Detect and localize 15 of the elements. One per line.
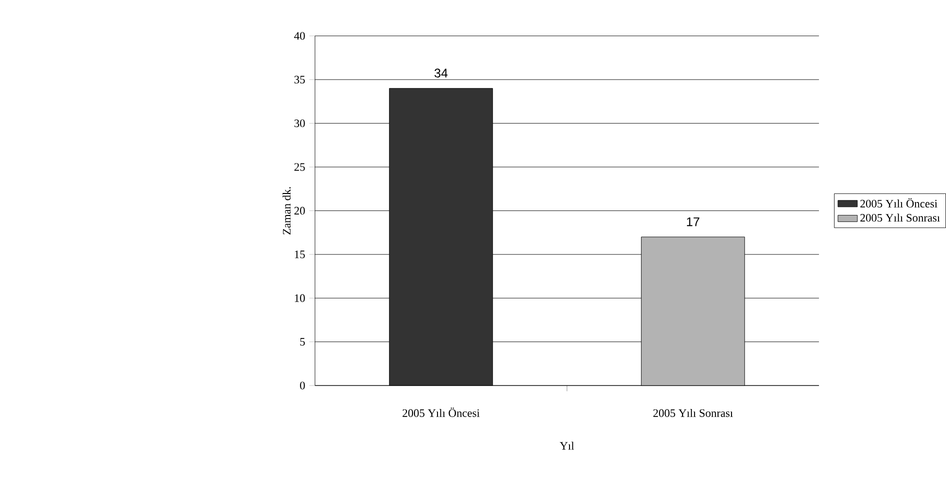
y-tick-label: 35	[294, 76, 305, 84]
legend-label: 2005 Yılı Öncesi	[860, 198, 938, 208]
y-tick-label: 25	[294, 163, 305, 171]
y-tick-label: 40	[294, 32, 305, 40]
legend-label: 2005 Yılı Sonrası	[860, 214, 940, 222]
y-tick-label: 10	[294, 294, 305, 302]
y-tick-label: 5	[300, 338, 305, 346]
data-label: 17	[686, 218, 700, 226]
y-tick-label: 15	[294, 250, 305, 258]
data-label: 34	[434, 68, 448, 78]
y-tick-label: 30	[294, 120, 305, 128]
y-axis-title: Zaman dk.	[282, 187, 291, 235]
x-axis-title: Yıl	[560, 442, 574, 450]
y-tick-label: 0	[300, 382, 305, 390]
y-tick-label: 20	[294, 206, 305, 215]
